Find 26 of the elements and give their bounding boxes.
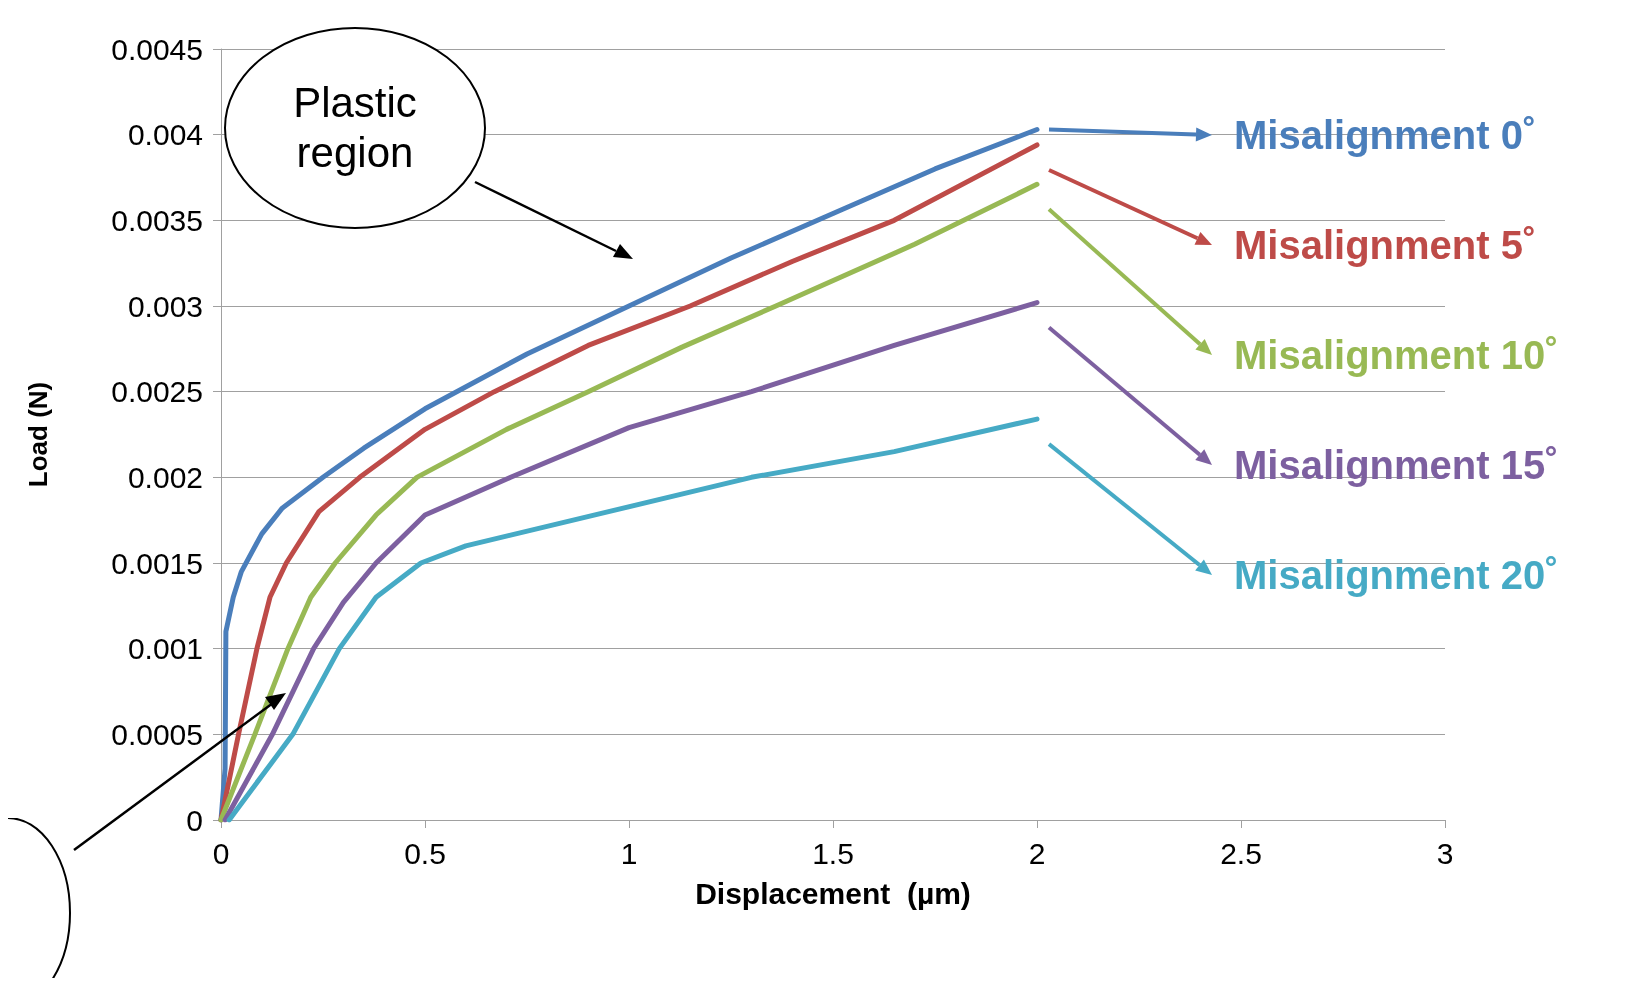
y-tick-label: 0.003: [127, 289, 203, 323]
annotation: Plastic region: [293, 79, 417, 176]
x-tick-label: 2.5: [1220, 836, 1262, 870]
x-tick-label: 3: [1436, 836, 1454, 870]
legend-label: Misalignment 0˚: [1234, 113, 1537, 157]
y-tick-label: 0.001: [127, 632, 203, 666]
x-axis-title: Displacement (µm): [695, 876, 971, 910]
legend-label: Misalignment 5˚: [1234, 223, 1537, 267]
legend-label: Misalignment 20˚: [1234, 553, 1559, 597]
y-axis-title: Load (N): [23, 381, 53, 488]
legend-label: Misalignment 15˚: [1234, 443, 1559, 487]
x-tick-label: 1.5: [812, 836, 854, 870]
y-tick-label: 0.0025: [111, 375, 203, 409]
ellipse-callout: Plastic region: [223, 26, 487, 230]
y-tick-label: 0.0045: [111, 32, 203, 66]
y-tick-label: 0.0035: [111, 203, 203, 237]
y-tick-label: 0: [186, 803, 203, 837]
x-tick-label: 2: [1028, 836, 1046, 870]
legend-label: Misalignment 10˚: [1234, 333, 1559, 377]
x-tick-label: 1: [620, 836, 638, 870]
y-tick-label: 0.0015: [111, 546, 203, 580]
y-tick-label: 0.0005: [111, 717, 203, 751]
y-tick-label: 0.002: [127, 460, 203, 494]
x-tick-label: 0: [212, 836, 230, 870]
x-tick-label: 0.5: [404, 836, 446, 870]
y-tick-label: 0.004: [127, 118, 203, 152]
